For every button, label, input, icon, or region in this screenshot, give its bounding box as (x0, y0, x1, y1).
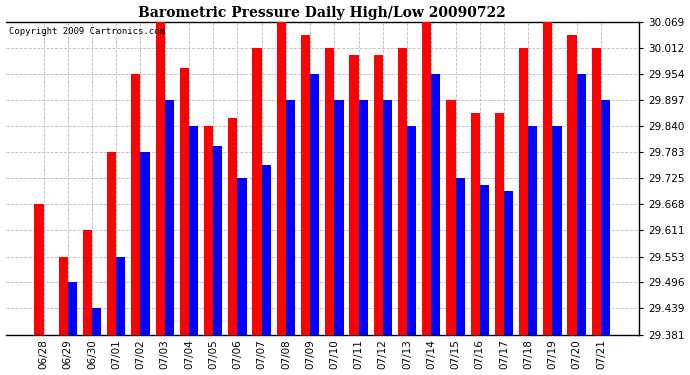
Bar (310, 74, 319, 335)
Bar (107, 152, 116, 335)
Title: Barometric Pressure Daily High/Low 20090722: Barometric Pressure Daily High/Low 20090… (139, 6, 506, 20)
Bar (286, 100, 295, 335)
Bar (398, 48, 407, 335)
Bar (446, 100, 455, 335)
Bar (373, 55, 383, 335)
Bar (262, 165, 271, 335)
Bar (495, 113, 504, 335)
Bar (504, 191, 513, 335)
Bar (601, 100, 610, 335)
Text: Copyright 2009 Cartronics.com: Copyright 2009 Cartronics.com (9, 27, 165, 36)
Bar (553, 126, 562, 335)
Bar (228, 118, 237, 335)
Bar (165, 100, 174, 335)
Bar (480, 185, 489, 335)
Bar (359, 100, 368, 335)
Bar (237, 178, 246, 335)
Bar (92, 308, 101, 335)
Bar (407, 126, 416, 335)
Bar (277, 22, 286, 335)
Bar (68, 282, 77, 335)
Bar (34, 204, 43, 335)
Bar (335, 100, 344, 335)
Bar (471, 113, 480, 335)
Bar (83, 230, 92, 335)
Bar (155, 22, 165, 335)
Bar (529, 126, 538, 335)
Bar (213, 146, 222, 335)
Bar (301, 35, 310, 335)
Bar (383, 100, 392, 335)
Bar (455, 178, 465, 335)
Bar (116, 256, 126, 335)
Bar (519, 48, 529, 335)
Bar (141, 152, 150, 335)
Bar (567, 35, 577, 335)
Bar (422, 22, 431, 335)
Bar (59, 256, 68, 335)
Bar (253, 48, 262, 335)
Bar (577, 74, 586, 335)
Bar (204, 126, 213, 335)
Bar (543, 22, 553, 335)
Bar (592, 48, 601, 335)
Bar (349, 55, 359, 335)
Bar (179, 68, 189, 335)
Bar (431, 74, 440, 335)
Bar (325, 48, 335, 335)
Bar (189, 126, 198, 335)
Bar (131, 74, 141, 335)
